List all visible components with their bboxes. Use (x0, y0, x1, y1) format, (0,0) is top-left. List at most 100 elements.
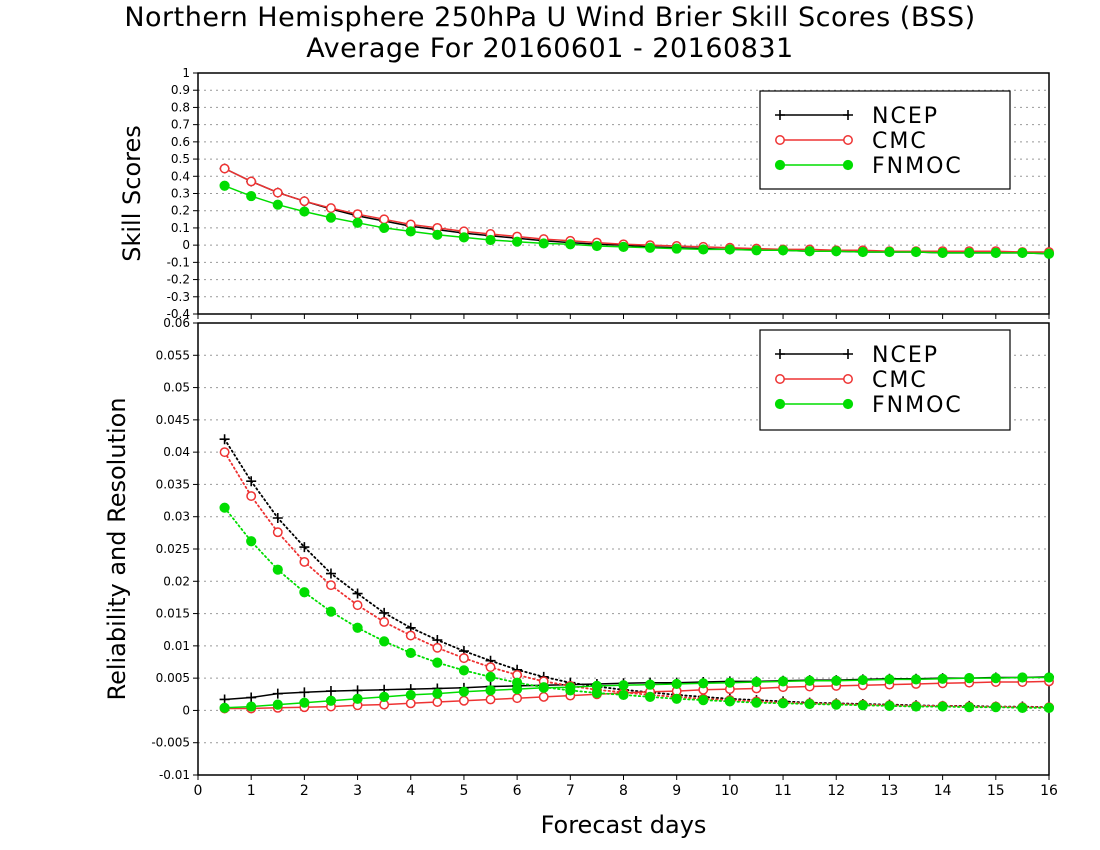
data-point (671, 693, 682, 704)
legend-marker (774, 159, 786, 171)
y-tick-label: -0.01 (159, 768, 190, 782)
series-cmc-reliability (219, 447, 1054, 713)
legend-marker (843, 374, 853, 384)
y-tick-label: 0.7 (171, 118, 190, 132)
data-point (272, 699, 283, 710)
top-panel: -0.4 -0.3 -0.2 -0.1 0 0.1 0.2 0.3 0.4 0.5 0.6 0.7 0.… (118, 66, 1055, 321)
data-point (565, 239, 576, 250)
data-point (299, 206, 310, 217)
series-line (223, 438, 1050, 709)
x-tick-label: 3 (353, 783, 362, 799)
data-point (724, 696, 735, 707)
data-point (326, 203, 336, 214)
data-point (857, 674, 868, 686)
data-point (325, 695, 337, 706)
y-tick-label: 0 (182, 238, 190, 252)
data-point (644, 679, 656, 690)
x-tick-label: 1 (247, 783, 256, 799)
data-point (246, 701, 257, 712)
y-tick-label: -0.1 (167, 255, 190, 269)
data-point (246, 692, 257, 703)
legend-marker (775, 110, 785, 120)
y-tick-label: 0.035 (156, 477, 190, 491)
y-tick-label: 0.02 (163, 574, 190, 588)
series-ncep-reliability (219, 434, 1054, 713)
legend-marker (843, 135, 853, 145)
data-point (219, 434, 230, 445)
data-point (751, 245, 762, 256)
data-point (937, 673, 948, 684)
legend-label: FNMOC (872, 393, 963, 418)
chart-title-block: Northern Hemisphere 250hPa U Wind Brier … (0, 2, 1100, 64)
data-point (990, 247, 1001, 258)
data-point (272, 187, 283, 198)
data-point (751, 676, 762, 688)
series-fnmoc (219, 180, 1055, 259)
legend-marker (774, 398, 786, 410)
data-point (538, 691, 549, 702)
data-point (246, 536, 257, 547)
data-point (538, 238, 549, 249)
data-point (246, 176, 257, 187)
legend-box (759, 329, 1011, 431)
y-tick-label: 0.03 (163, 510, 190, 524)
data-point (432, 688, 443, 699)
data-point (485, 662, 496, 673)
data-point (538, 682, 549, 693)
data-point (379, 617, 390, 627)
data-point (352, 600, 363, 611)
y-tick-label: 0.9 (171, 83, 190, 97)
legend-label: FNMOC (872, 154, 963, 179)
y-tick-label: 0.1 (171, 221, 190, 235)
data-point (299, 697, 310, 708)
y-tick-label: 0.04 (163, 445, 190, 459)
x-tick-label: 2 (300, 783, 309, 799)
data-point (485, 685, 496, 696)
y-tick-label: -0.005 (151, 736, 190, 750)
data-point (272, 527, 283, 538)
y-tick-label: 0.055 (156, 348, 190, 362)
data-point (698, 244, 709, 255)
data-point (432, 697, 443, 707)
legend-marker (775, 374, 785, 384)
data-point (352, 217, 363, 228)
y-tick-label: 0.5 (171, 152, 190, 166)
data-point (644, 242, 656, 253)
series-line (224, 185, 1050, 255)
data-point (272, 513, 283, 524)
data-point (884, 700, 895, 712)
data-point (884, 674, 895, 685)
y-tick-label: 0.2 (171, 204, 190, 218)
data-point (458, 232, 470, 243)
y-axis-title: Skill Scores (118, 125, 146, 262)
data-point (219, 163, 230, 174)
data-point (379, 607, 390, 618)
data-point (352, 693, 363, 704)
data-point (272, 688, 283, 699)
data-point (458, 686, 470, 697)
x-tick-label: 15 (987, 783, 1005, 799)
data-point (379, 636, 390, 647)
data-point (219, 447, 230, 458)
data-point (485, 234, 496, 246)
data-point (964, 702, 975, 713)
data-point (485, 694, 496, 705)
data-point (352, 622, 363, 633)
data-point (219, 702, 230, 713)
data-point (325, 568, 336, 579)
y-tick-label: 0.4 (171, 169, 190, 183)
series-line (224, 676, 1050, 701)
data-point (458, 665, 470, 676)
data-point (804, 675, 815, 686)
series-fnmoc-resolution (219, 672, 1055, 713)
plot-frame (197, 72, 1050, 315)
data-point (512, 684, 523, 695)
data-point (246, 476, 257, 487)
legend-label: NCEP (872, 104, 939, 129)
data-point (458, 653, 469, 664)
y-tick-label: 0.6 (171, 135, 190, 149)
data-point (352, 588, 363, 599)
data-point (857, 700, 868, 711)
